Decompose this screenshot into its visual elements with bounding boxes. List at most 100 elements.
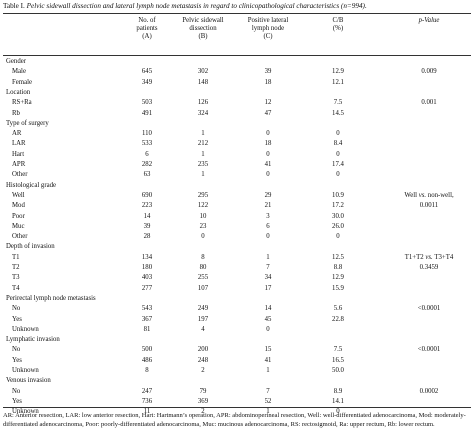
cell-col-2: 1 xyxy=(201,171,205,179)
cell-col-5: 0.3459 xyxy=(419,264,439,271)
cell-col-3: 7 xyxy=(266,264,270,271)
cell-col-2: 235 xyxy=(197,161,209,168)
cell-col-3: 41 xyxy=(264,161,272,168)
cell-col-1: 223 xyxy=(141,202,153,210)
cell-col-4: 30.0 xyxy=(332,212,344,220)
group-row: Type of surgery xyxy=(0,119,474,129)
cell-col-2: 255 xyxy=(197,274,209,282)
cell-col-2: 1 xyxy=(201,130,205,138)
header-cell-1: No. of patients (A) xyxy=(136,17,158,40)
cell-col-1: 277 xyxy=(141,284,153,292)
cell-col-4: 8.4 xyxy=(333,140,343,148)
bottom-rule xyxy=(3,407,471,408)
row-label: Unknown xyxy=(12,367,39,374)
cell-col-4: 12.1 xyxy=(332,78,344,86)
cell-col-2: 10 xyxy=(199,212,207,220)
table-row: Unknown 81 4 0 xyxy=(0,325,474,335)
cell-col-1: 8 xyxy=(145,367,149,374)
row-label: T1 xyxy=(12,253,20,261)
cell-col-4: 16.5 xyxy=(332,356,344,364)
cell-col-5: 0.001 xyxy=(421,99,437,107)
row-label: T2 xyxy=(12,264,20,271)
cell-col-1: 486 xyxy=(141,356,153,364)
cell-col-1: 690 xyxy=(141,191,153,199)
row-label: Yes xyxy=(12,315,22,323)
table-row: No 500 200 15 7.5 <0.0001 xyxy=(0,345,474,355)
cell-col-3: 3 xyxy=(266,212,270,220)
cell-col-2: 126 xyxy=(197,99,209,107)
row-label: Unknown xyxy=(12,408,39,416)
row-label: RS+Ra xyxy=(12,99,32,107)
table-row: Yes 486 248 41 16.5 xyxy=(0,356,474,366)
cell-col-2: 369 xyxy=(197,397,209,405)
group-row: Histological grade xyxy=(0,181,474,191)
cell-col-4: 5.6 xyxy=(333,305,343,313)
row-label: Yes xyxy=(12,356,22,364)
cell-col-4: 7.5 xyxy=(333,99,343,107)
table-row: T4 277 107 17 15.9 xyxy=(0,284,474,294)
row-label: Other xyxy=(12,233,28,241)
cell-col-1: 14 xyxy=(143,212,151,220)
cell-col-4: 17.4 xyxy=(332,161,344,168)
top-rule xyxy=(3,13,471,14)
cell-col-5: Well vs. non-well, xyxy=(404,191,454,199)
cell-col-4: 0 xyxy=(336,233,340,241)
row-label: Depth of invasion xyxy=(6,243,55,251)
cell-col-1: 282 xyxy=(141,161,153,168)
table-row: Unknown 8 2 1 50.0 xyxy=(0,366,474,376)
row-label: AR xyxy=(12,130,22,138)
table-row: Rb 491 324 47 14.5 xyxy=(0,109,474,119)
group-row: Location xyxy=(0,88,474,98)
row-label: Mod xyxy=(12,202,25,210)
cell-col-2: 122 xyxy=(197,202,209,210)
cell-col-1: 543 xyxy=(141,305,153,313)
cell-col-4: 12.9 xyxy=(332,68,344,76)
cell-col-2: 2 xyxy=(201,408,205,416)
cell-col-4: 0 xyxy=(336,150,340,158)
group-row: Venous invasion xyxy=(0,376,474,386)
cell-col-4: 50.0 xyxy=(332,367,344,374)
table-row: LAR 533 212 18 8.4 xyxy=(0,139,474,149)
cell-col-4: 22.8 xyxy=(332,315,344,323)
table-row: Well 690 295 29 10.9 Well vs. non-well, xyxy=(0,191,474,201)
table-row: T3 403 255 34 12.9 xyxy=(0,273,474,283)
cell-col-3: 52 xyxy=(264,397,272,405)
cell-col-3: 14 xyxy=(264,305,272,313)
header-cell-3: Positive lateral lymph node (C) xyxy=(247,17,289,40)
cell-col-2: 0 xyxy=(201,233,205,241)
cell-col-3: 0 xyxy=(266,171,270,179)
cell-col-1: 247 xyxy=(141,387,153,395)
cell-col-3: 0 xyxy=(266,325,270,333)
cell-col-3: 0 xyxy=(266,150,270,158)
cell-col-1: 533 xyxy=(141,140,153,148)
cell-col-2: 148 xyxy=(197,78,209,86)
cell-col-4: 0 xyxy=(336,171,340,179)
cell-col-2: 4 xyxy=(201,325,205,333)
row-label: Type of surgery xyxy=(6,119,49,127)
cell-col-4: 10.9 xyxy=(332,191,344,199)
cell-col-2: 1 xyxy=(201,150,205,158)
row-label: Female xyxy=(12,78,33,86)
cell-col-2: 80 xyxy=(199,264,207,271)
cell-col-3: 18 xyxy=(264,140,272,148)
cell-col-4: 8.8 xyxy=(333,264,343,271)
table-row: Yes 367 197 45 22.8 xyxy=(0,315,474,325)
cell-col-3: 7 xyxy=(266,387,270,395)
cell-col-1: 6 xyxy=(145,150,149,158)
cell-col-4: 17.2 xyxy=(332,202,344,210)
cell-col-1: 180 xyxy=(141,264,153,271)
cell-col-2: 107 xyxy=(197,284,209,292)
row-label: No xyxy=(12,387,21,395)
row-label: Lymphatic invasion xyxy=(6,336,60,344)
cell-col-1: 11 xyxy=(143,408,151,416)
table-row: Muc 39 23 6 26.0 xyxy=(0,222,474,232)
table-row: Unknown 11 2 1 0 xyxy=(0,407,474,417)
cell-col-1: 645 xyxy=(141,68,153,76)
cell-col-5: <0.0001 xyxy=(417,305,441,313)
header-cell-5: p-Value xyxy=(418,17,440,24)
row-label: Venous invasion xyxy=(6,377,51,385)
header-cell-2: Pelvic sidewall dissection (B) xyxy=(182,17,224,40)
header-cell-4: C/B (%) xyxy=(332,17,344,32)
row-label: Histological grade xyxy=(6,181,57,189)
cell-col-2: 197 xyxy=(197,315,209,323)
